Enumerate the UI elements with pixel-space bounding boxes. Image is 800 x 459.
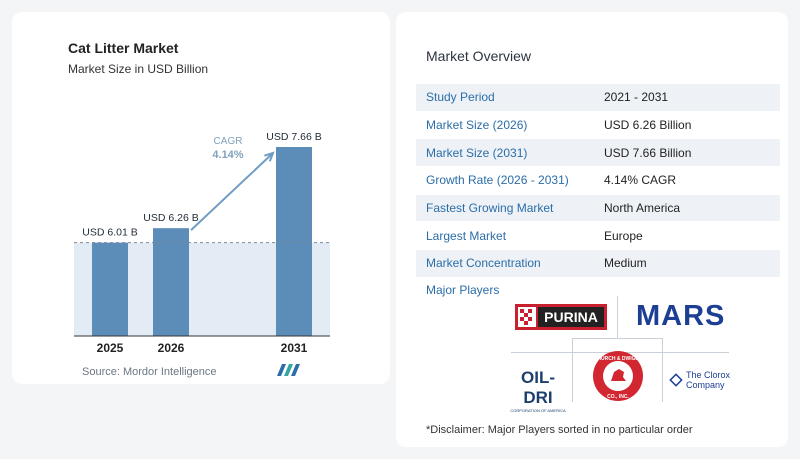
church-dwight-logo: CHURCH & DWIGHT CO., INC. [593,351,643,401]
overview-row-value: Medium [604,256,647,271]
chart-subtitle: Market Size in USD Billion [68,62,209,76]
cagr-label: CAGR [214,136,243,147]
mordor-intelligence-logo [277,364,300,376]
overview-row-value: 2021 - 2031 [604,90,669,105]
overview-row-value: USD 6.26 Billion [604,118,692,133]
disclaimer: *Disclaimer: Major Players sorted in no … [426,424,693,436]
overview-row: Fastest Growing Market North America [416,194,780,223]
cagr-arrow [190,152,274,231]
overview-row-value: North America [604,201,681,216]
overview-row: Market Size (2026) USD 6.26 Billion [416,111,780,140]
church-dwight-logo-subtext: CO., INC. [607,394,629,400]
bar-value-label: USD 6.01 B [82,227,137,239]
logo-divider [662,338,663,402]
overview-row: Market Concentration Medium [416,250,780,278]
source-label: Source: Mordor Intelligence [82,366,217,378]
x-tick-label: 2025 [97,341,124,355]
overview-row: Growth Rate (2026 - 2031) 4.14% CAGR [416,167,780,195]
cagr-arrow-head [264,151,275,162]
cagr-value: 4.14% [212,149,243,161]
bar-chart: USD 6.01 B 2025 USD 6.26 B 2026 USD 7.66 B 20… [74,131,330,355]
market-overview-table: Study Period 2021 - 2031 Market Size (2026… [416,84,780,278]
overview-row-value: 4.14% CAGR [604,173,677,188]
major-players-title: Major Players [426,283,500,297]
mars-logo: MARS [636,300,726,332]
overview-row-value: Europe [604,228,643,243]
logo-divider [572,338,662,339]
arm-hammer-icon [611,369,626,381]
overview-row-label: Market Size (2026) [426,118,528,133]
clorox-diamond-icon [669,373,683,387]
x-tick-label: 2026 [158,341,185,355]
bar-2031 [276,147,312,336]
overview-row: Largest Market Europe [416,222,780,251]
overview-row-label: Growth Rate (2026 - 2031) [426,173,569,188]
overview-row-label: Market Concentration [426,256,541,271]
overview-row-value: USD 7.66 Billion [604,145,692,160]
bar-2025 [92,242,128,336]
clorox-logo-line2: Company [686,380,725,390]
oil-dri-logo-text: OIL-DRI [521,368,555,407]
overview-row-label: Fastest Growing Market [426,201,554,216]
logo-divider [617,296,618,338]
clorox-logo-line1: The Clorox [686,370,731,380]
overview-row-label: Study Period [426,90,495,105]
logo-divider [572,338,573,402]
purina-logo: PURINA [515,304,607,330]
chart-title: Cat Litter Market [68,40,179,56]
clorox-logo: The Clorox Company [669,370,730,390]
overview-row: Study Period 2021 - 2031 [416,84,780,112]
overview-row-label: Market Size (2031) [426,145,528,160]
overview-row: Market Size (2031) USD 7.66 Billion [416,139,780,168]
bar-2026 [153,228,189,336]
overview-row-label: Largest Market [426,228,507,243]
purina-logo-text: PURINA [544,309,598,325]
x-tick-label: 2031 [281,341,308,355]
church-dwight-logo-text: CHURCH & DWIGHT [594,356,642,362]
bar-value-label: USD 7.66 B [266,131,321,143]
oil-dri-logo-subtext: CORPORATION OF AMERICA [510,408,566,413]
oil-dri-logo: OIL-DRI CORPORATION OF AMERICA [510,368,566,413]
bar-value-label: USD 6.26 B [143,212,198,224]
market-overview-title: Market Overview [426,48,532,64]
